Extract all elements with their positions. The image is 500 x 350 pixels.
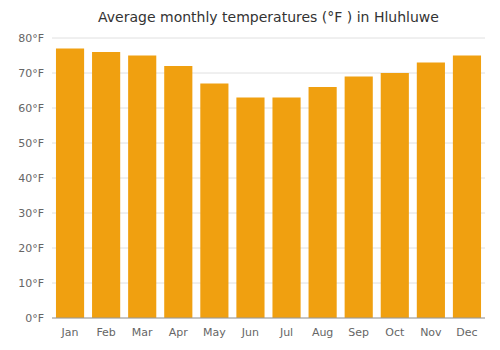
y-tick-label: 20°F: [18, 242, 44, 255]
x-tick-label: Dec: [456, 326, 477, 339]
bar: [309, 87, 337, 318]
x-tick-label: Apr: [169, 326, 189, 339]
bar: [345, 77, 373, 319]
y-tick-label: 60°F: [18, 102, 44, 115]
bar: [128, 56, 156, 319]
y-tick-label: 30°F: [18, 207, 44, 220]
x-tick-label: Oct: [385, 326, 405, 339]
bar: [56, 49, 84, 319]
y-tick-label: 50°F: [18, 137, 44, 150]
x-tick-label: Jul: [279, 326, 293, 339]
y-tick-label: 10°F: [18, 277, 44, 290]
bar: [453, 56, 481, 319]
y-tick-label: 80°F: [18, 32, 44, 45]
grid: [52, 38, 485, 318]
bar: [417, 63, 445, 319]
bar: [236, 98, 264, 319]
x-tick-label: May: [203, 326, 226, 339]
y-tick-label: 0°F: [25, 312, 44, 325]
x-axis-line: [52, 318, 485, 319]
grid-line: [52, 318, 485, 319]
bar: [200, 84, 228, 319]
x-tick-label: Jun: [241, 326, 259, 339]
bar: [272, 98, 300, 319]
x-tick-label: Sep: [348, 326, 369, 339]
x-tick-label: Mar: [132, 326, 153, 339]
bar: [164, 66, 192, 318]
bar: [381, 73, 409, 318]
y-tick-label: 70°F: [18, 67, 44, 80]
bar: [92, 52, 120, 318]
chart: Average monthly temperatures (°F ) in Hl…: [0, 0, 500, 350]
x-tick-label: Aug: [312, 326, 333, 339]
x-tick-label: Jan: [61, 326, 79, 339]
y-tick-label: 40°F: [18, 172, 44, 185]
x-tick-label: Feb: [96, 326, 115, 339]
bars: [56, 49, 481, 319]
title: Average monthly temperatures (°F ) in Hl…: [98, 9, 439, 25]
x-tick-label: Nov: [420, 326, 442, 339]
grid-line: [52, 38, 485, 39]
